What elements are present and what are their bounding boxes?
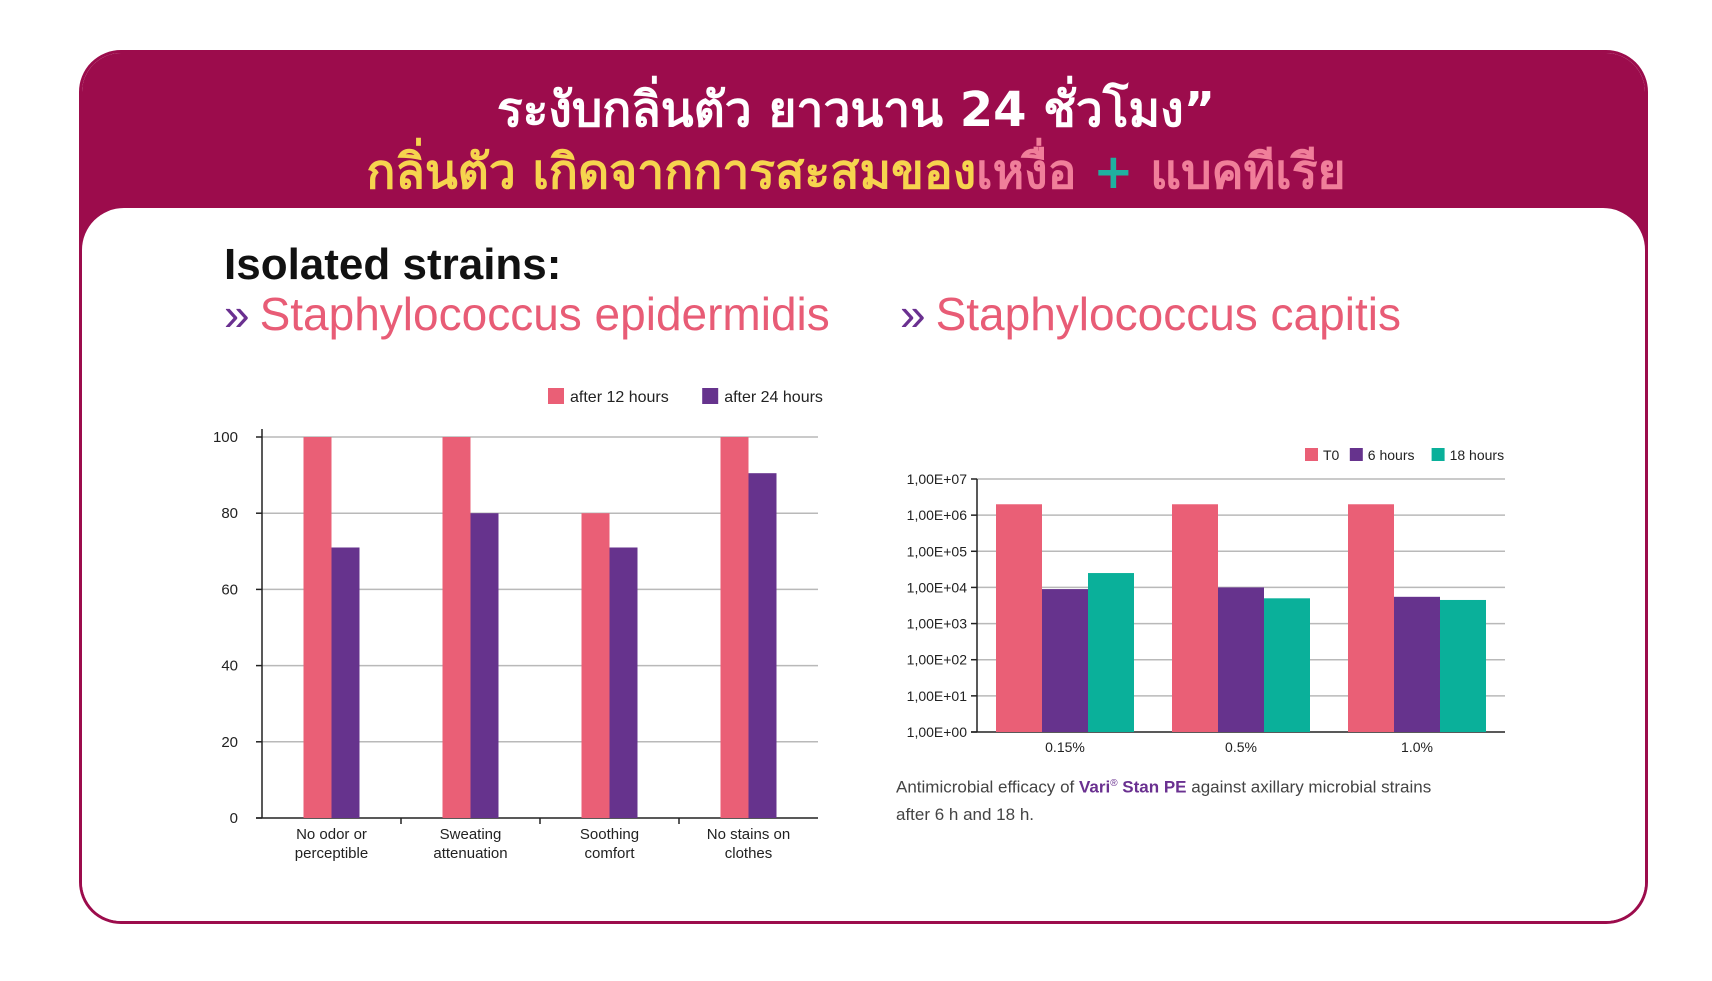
bar <box>1088 573 1134 732</box>
bar <box>1348 504 1394 732</box>
legend-swatch <box>702 388 719 404</box>
bar <box>470 513 499 818</box>
x-category-label: 0.5% <box>1225 739 1257 755</box>
x-category-label: Sweating <box>440 826 502 843</box>
x-category-label: attenuation <box>433 845 507 862</box>
caption-brand: Vari <box>1078 777 1111 797</box>
bar <box>748 473 777 818</box>
legend-label: after 12 hours <box>570 389 669 406</box>
bar <box>331 547 360 818</box>
bar <box>1172 504 1218 732</box>
x-category-label: perceptible <box>295 845 368 862</box>
y-tick-label: 1,00E+00 <box>907 724 968 740</box>
bar <box>1264 598 1310 732</box>
legend-swatch <box>1349 448 1363 461</box>
headline-body-odor: กลิ่นตัว เกิดจากการสะสมของ <box>366 144 977 200</box>
legend-label: 6 hours <box>1368 447 1415 463</box>
legend-label: 18 hours <box>1450 447 1504 463</box>
y-tick-label: 1,00E+06 <box>907 507 968 523</box>
headline-line2: กลิ่นตัว เกิดจากการสะสมของเหงื่อ + แบคที… <box>0 144 1712 200</box>
x-category-label: No odor or <box>296 826 367 843</box>
strain-epidermidis: » Staphylococcus epidermidis <box>224 287 830 341</box>
y-tick-label: 40 <box>221 658 238 675</box>
legend-swatch <box>1431 448 1445 461</box>
bar <box>720 437 749 818</box>
legend-swatch <box>548 388 564 404</box>
bar <box>996 504 1042 732</box>
legend-label: T0 <box>1323 447 1340 463</box>
y-tick-label: 1,00E+02 <box>907 652 968 668</box>
caption-product: Stan PE <box>1117 777 1187 797</box>
y-tick-label: 80 <box>221 505 238 522</box>
x-category-label: comfort <box>584 845 635 862</box>
strains-heading: Isolated strains: <box>224 240 562 289</box>
y-tick-label: 1,00E+03 <box>907 616 968 632</box>
headline-sweat: เหงื่อ <box>976 144 1077 200</box>
bar <box>609 547 638 818</box>
bar <box>442 437 471 818</box>
x-category-label: clothes <box>725 845 773 862</box>
bar <box>1394 596 1440 732</box>
strain-label: Staphylococcus capitis <box>935 288 1401 340</box>
headline-line1: ระงับกลิ่นตัว ยาวนาน 24 ชั่วโมง” <box>496 82 1216 138</box>
bar <box>581 513 610 818</box>
y-tick-label: 100 <box>213 429 238 446</box>
x-category-label: No stains on <box>707 826 790 843</box>
caption-reg: ® <box>1110 778 1118 789</box>
legend-label: after 24 hours <box>724 389 823 406</box>
y-tick-label: 1,00E+05 <box>907 543 968 559</box>
strain-label: Staphylococcus epidermidis <box>259 288 830 340</box>
bar <box>1042 589 1088 732</box>
headline-plus: + <box>1093 144 1134 200</box>
bar <box>1440 599 1486 732</box>
legend-swatch <box>1305 448 1318 461</box>
y-tick-label: 1,00E+01 <box>907 688 968 704</box>
x-category-label: 1.0% <box>1401 739 1433 755</box>
bar <box>1218 587 1264 732</box>
headline-bacteria: แบคทีเรีย <box>1150 144 1346 200</box>
x-category-label: Soothing <box>580 826 639 843</box>
y-tick-label: 0 <box>230 810 238 827</box>
bullet-chevron-icon: » <box>224 288 250 340</box>
caption-prefix: Antimicrobial efficacy of <box>896 777 1079 797</box>
y-tick-label: 1,00E+07 <box>907 471 968 487</box>
y-tick-label: 60 <box>221 581 238 598</box>
y-tick-label: 20 <box>221 734 238 751</box>
bar <box>303 437 332 818</box>
strain-capitis: » Staphylococcus capitis <box>900 287 1401 341</box>
y-tick-label: 1,00E+04 <box>907 579 968 595</box>
chart-caption: Antimicrobial efficacy of Vari® Stan PE … <box>896 770 1456 828</box>
bullet-chevron-icon: » <box>900 288 926 340</box>
x-category-label: 0.15% <box>1045 739 1085 755</box>
caption-suffix: against axillary microbial strains after… <box>896 777 1432 824</box>
